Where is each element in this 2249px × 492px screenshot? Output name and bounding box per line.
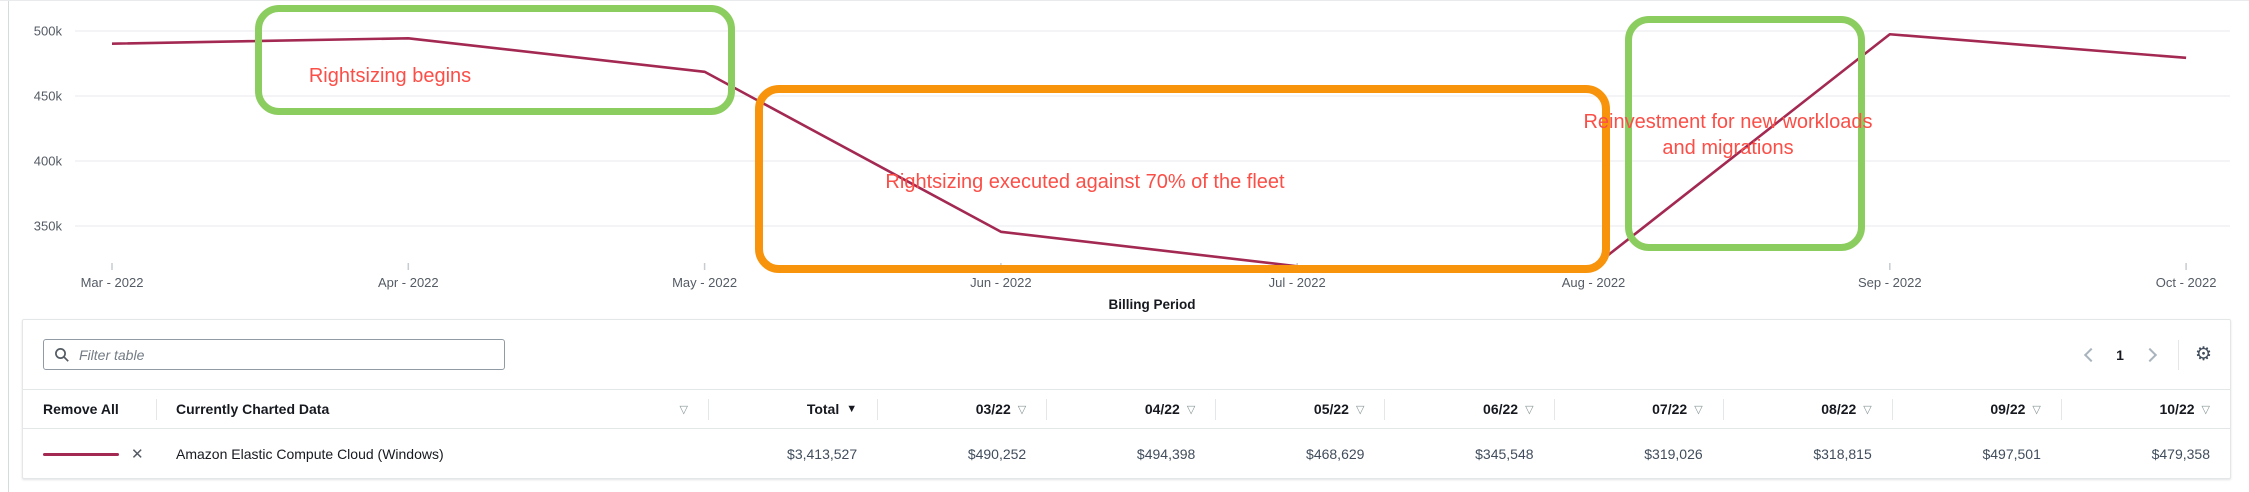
value-cell-05-22: $468,629 [1306, 446, 1365, 462]
column-header-08-22[interactable]: 08/22 ▽ [1722, 390, 1892, 428]
sort-icon: ▽ [1186, 403, 1196, 416]
column-header-07-22[interactable]: 07/22 ▽ [1553, 390, 1723, 428]
pagination: 1 ⚙ [2078, 320, 2212, 389]
value-cell-03-22: $490,252 [967, 446, 1027, 462]
column-header-remove-all: Remove All [43, 401, 119, 417]
value-cell-06-22: $345,548 [1475, 446, 1534, 462]
page-number[interactable]: 1 [2116, 346, 2124, 363]
svg-text:Oct - 2022: Oct - 2022 [2156, 275, 2217, 290]
table-settings-gear-icon[interactable]: ⚙ [2194, 344, 2212, 365]
table-toolbar: 1 ⚙ [23, 320, 2230, 389]
sort-icon: ▽ [1355, 403, 1365, 416]
toolbar-divider [2177, 339, 2179, 370]
cost-chart: 500k 450k 400k 350k Mar - 2022 Apr - 2022 May … [0, 1, 2249, 317]
svg-text:Aug - 2022: Aug - 2022 [1562, 275, 1626, 290]
sort-icon: ▽ [1017, 403, 1027, 416]
sort-descending-icon: ▼ [846, 403, 858, 415]
svg-text:350k: 350k [34, 219, 63, 234]
sort-icon: ▽ [1525, 403, 1534, 416]
line-chart-canvas: 500k 450k 400k 350k Mar - 2022 Apr - 2022 May … [34, 24, 2230, 290]
total-cell: $3,413,527 [787, 446, 858, 462]
svg-text:450k: 450k [34, 89, 63, 104]
filter-table-box [43, 339, 505, 370]
value-cell-08-22: $318,815 [1813, 446, 1872, 462]
service-name-cell: Amazon Elastic Compute Cloud (Windows) [176, 446, 444, 462]
search-icon [55, 347, 69, 362]
pane-divider [8, 1, 9, 492]
svg-text:Sep - 2022: Sep - 2022 [1858, 275, 1922, 290]
column-header-04-22[interactable]: 04/22 ▽ [1046, 390, 1215, 428]
annotation-box-reinvestment [1625, 16, 1865, 251]
column-header-total[interactable]: Total ▼ [708, 390, 877, 428]
svg-text:500k: 500k [34, 24, 63, 39]
series-color-swatch [43, 452, 119, 456]
filter-table-input[interactable] [79, 346, 494, 363]
table-header-row: Remove All Currently Charted Data ▽ Tota… [23, 389, 2230, 429]
sort-icon: ▽ [2032, 403, 2041, 416]
annotation-label: Reinvestment for new workloads and migra… [1583, 111, 1873, 159]
svg-text:May - 2022: May - 2022 [672, 275, 737, 290]
previous-page-button[interactable] [2078, 344, 2100, 366]
svg-text:Apr - 2022: Apr - 2022 [378, 275, 439, 290]
annotation-label: Rightsizing executed against 70% of the … [885, 171, 1285, 193]
column-header-05-22[interactable]: 05/22 ▽ [1215, 390, 1384, 428]
column-header-10-22[interactable]: 10/22 ▽ [2060, 390, 2230, 428]
column-header-03-22[interactable]: 03/22 ▽ [877, 390, 1046, 428]
annotation-box-rightsizing-begins [255, 5, 735, 115]
annotation-box-rightsizing-executed [755, 85, 1610, 273]
sort-icon: ▽ [1863, 403, 1872, 416]
svg-text:Mar - 2022: Mar - 2022 [81, 275, 144, 290]
sort-icon: ▽ [679, 403, 688, 416]
value-cell-09-22: $497,501 [1982, 446, 2041, 462]
sort-icon: ▽ [2201, 403, 2210, 416]
column-header-09-22[interactable]: 09/22 ▽ [1891, 390, 2061, 428]
column-header-06-22[interactable]: 06/22 ▽ [1384, 390, 1553, 428]
table-row: ✕ Amazon Elastic Compute Cloud (Windows)… [23, 429, 2230, 479]
x-axis-title: Billing Period [1108, 297, 1196, 312]
svg-text:Jun - 2022: Jun - 2022 [970, 275, 1031, 290]
value-cell-07-22: $319,026 [1644, 446, 1703, 462]
annotation-label: Rightsizing begins [308, 65, 472, 87]
value-cell-04-22: $494,398 [1136, 446, 1196, 462]
series-swatch-cell: ✕ [23, 429, 156, 479]
value-cell-10-22: $479,358 [2151, 446, 2210, 462]
sort-icon: ▽ [1694, 403, 1703, 416]
svg-text:400k: 400k [34, 154, 63, 169]
remove-row-close-icon[interactable]: ✕ [131, 445, 144, 463]
charted-data-table: 1 ⚙ Remove All Currently Charted Data ▽ … [22, 319, 2231, 479]
next-page-button[interactable] [2140, 344, 2162, 366]
column-header-currently-charted-data[interactable]: Currently Charted Data ▽ [156, 390, 708, 428]
svg-text:Jul - 2022: Jul - 2022 [1269, 275, 1326, 290]
